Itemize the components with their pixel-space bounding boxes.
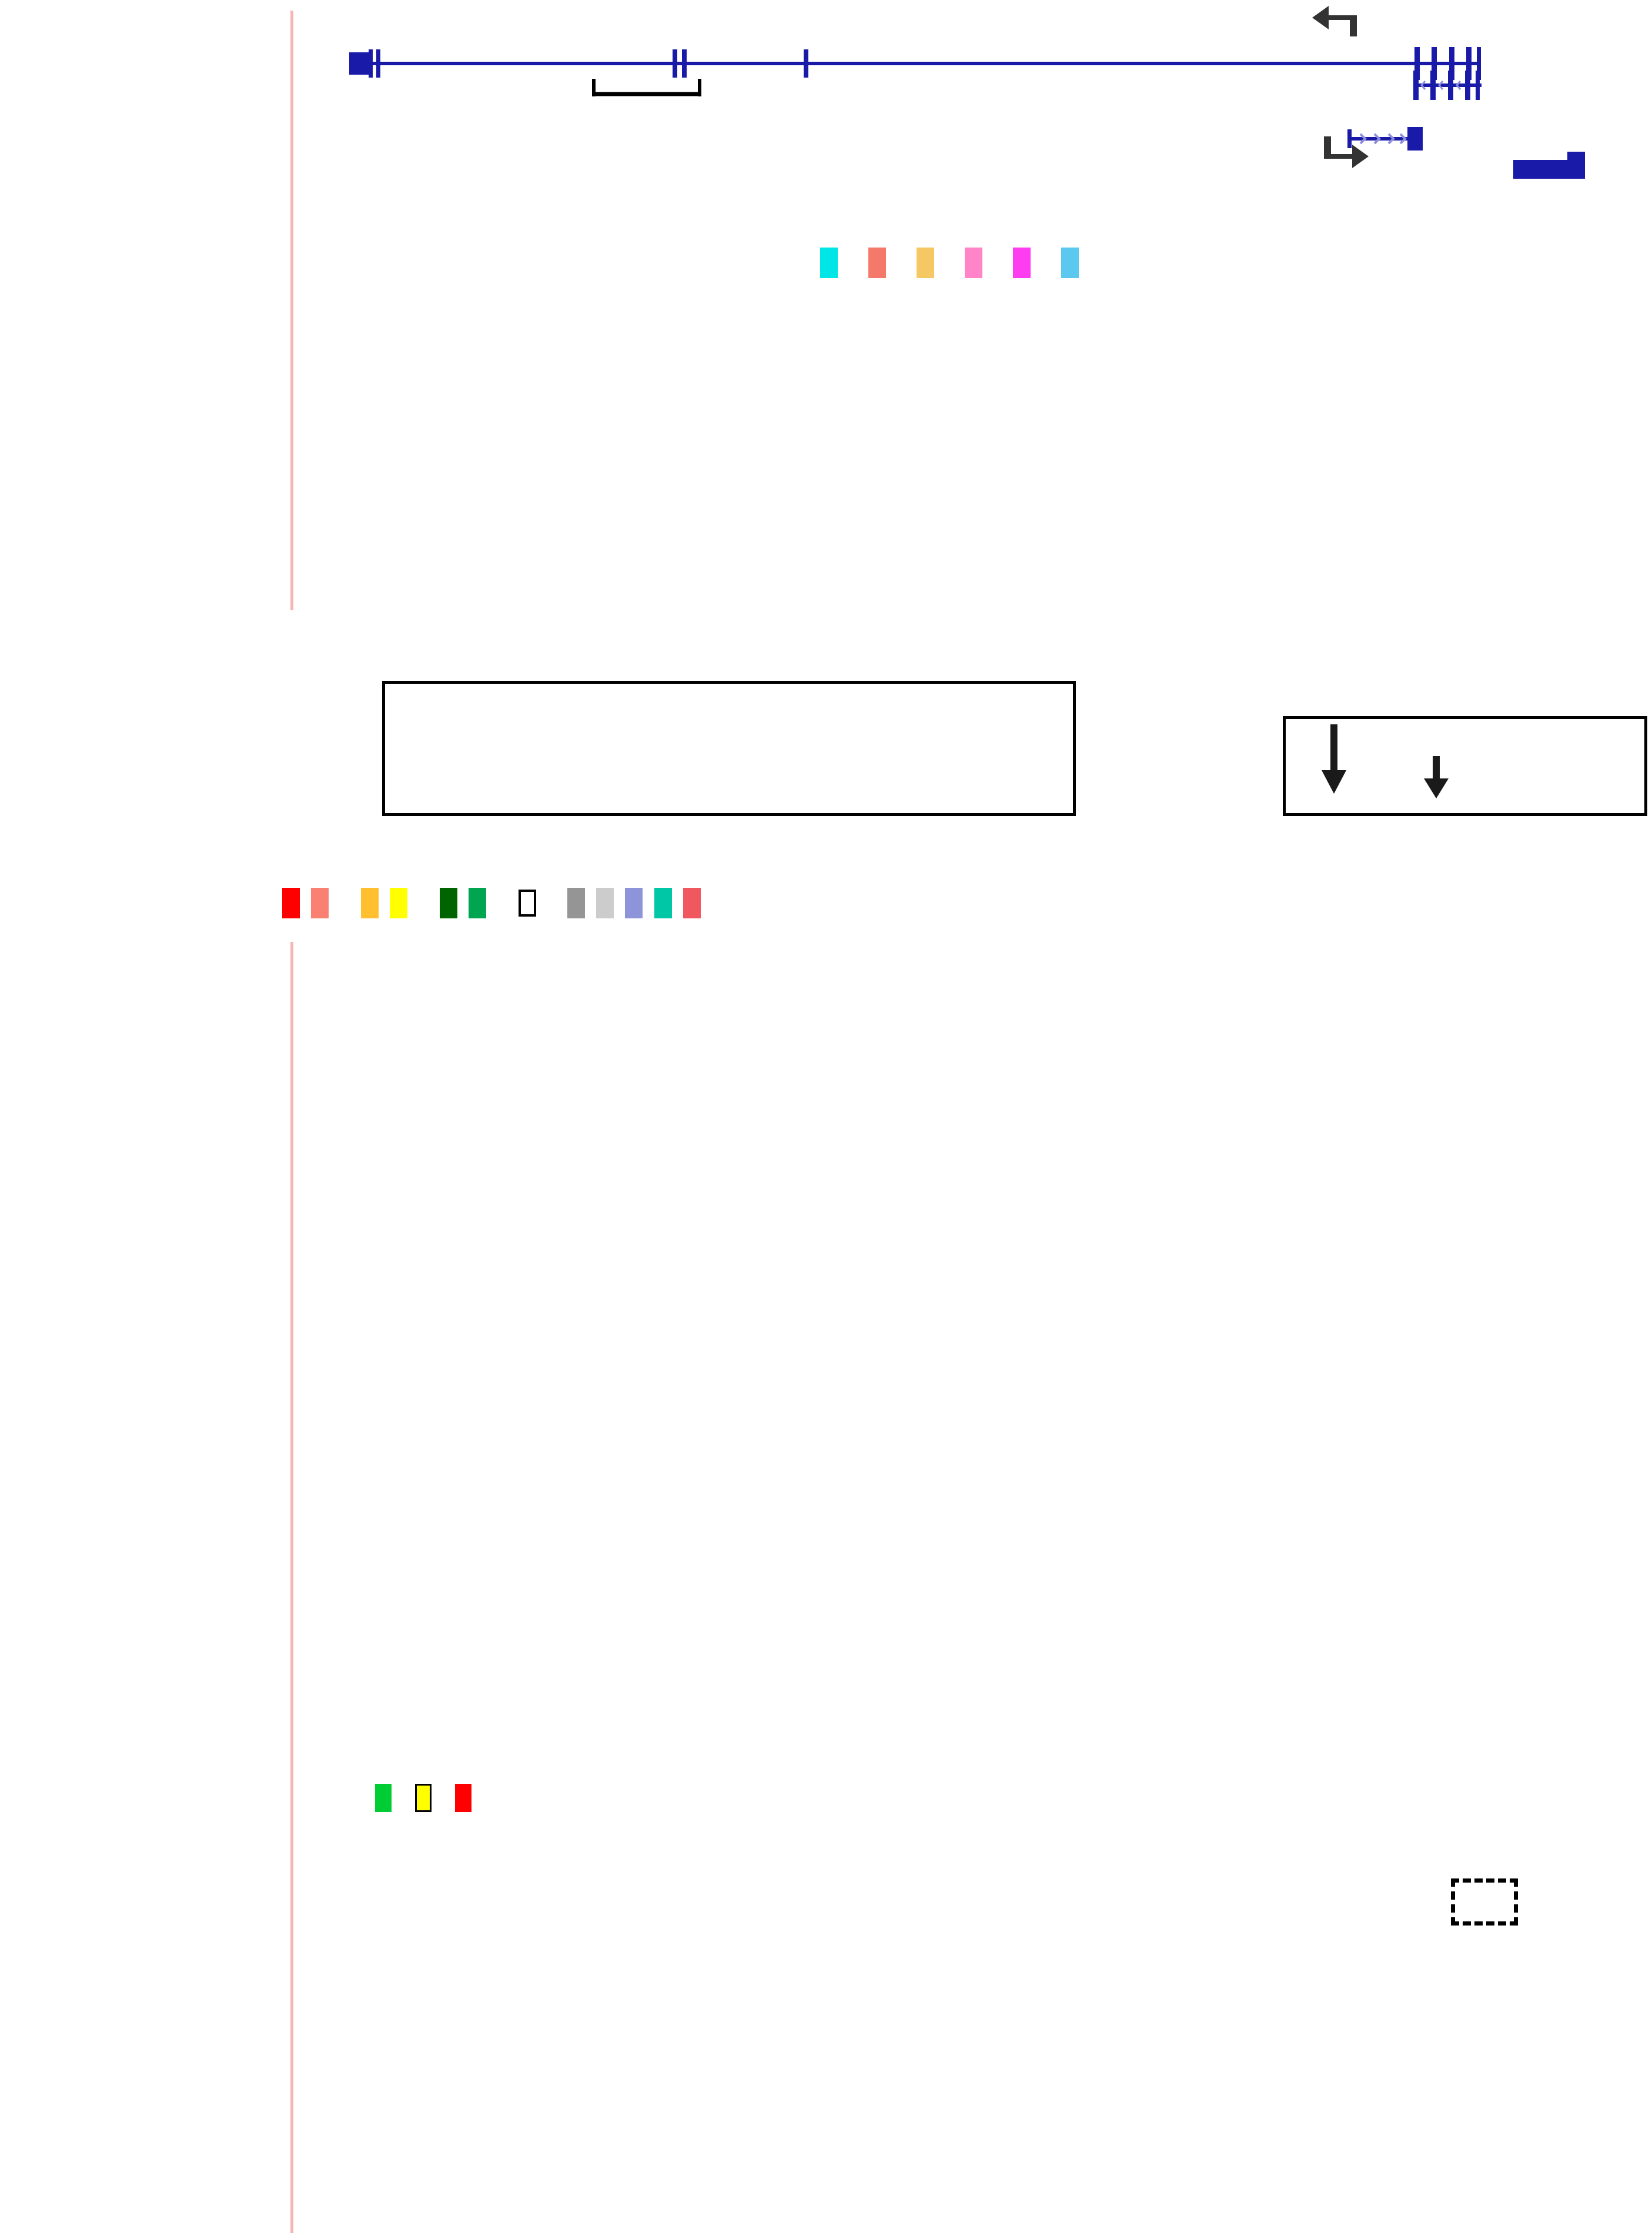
chromatin-legend xyxy=(282,885,714,919)
guide-line-a xyxy=(290,11,293,610)
legend-swatch-myob xyxy=(820,247,838,278)
guide-line-e xyxy=(290,1940,293,2233)
gtex-chart-pax3 xyxy=(382,681,1076,816)
legend-swatch-strprom xyxy=(282,888,300,919)
dnase-track-brain-pfc xyxy=(293,2086,1652,2128)
strand-track-foreskin-fib-minus xyxy=(290,386,1652,413)
dnase-track-cerebellum xyxy=(293,1975,1652,2021)
dnase-track-hmec xyxy=(293,2134,1652,2180)
legend-swatch-txn1 xyxy=(440,888,458,919)
guide-line-c xyxy=(290,1182,293,1881)
wgbs-lowmeth-bars-esc xyxy=(293,1756,1652,1769)
gene-model-loc122319436 xyxy=(1513,152,1585,179)
chromatin-track-foreskin-fib xyxy=(293,1027,1652,1054)
wgbs-track-cerebellum-neuron xyxy=(293,1396,1652,1438)
gtex-chart-ccdc140 xyxy=(1283,716,1647,816)
legend-swatch-nhlf xyxy=(965,247,983,278)
wgbs-lowmeth-bars-skm xyxy=(293,1597,1652,1610)
rrbs-title xyxy=(370,1776,475,1815)
wgbs-lowmeth-bars-brain-pfc xyxy=(293,1650,1652,1663)
gtex-arrow-cerebellum-icon xyxy=(1322,724,1346,794)
legend-swatch-repr5 xyxy=(683,888,701,919)
legend-swatch-repr2 xyxy=(596,888,614,919)
wgbs-track-hmec xyxy=(293,1666,1652,1703)
hypermeth-track-skm xyxy=(293,1239,1652,1258)
legend-swatch-esc xyxy=(917,247,935,278)
cpg-islands-track xyxy=(293,1304,1652,1323)
wgbs-lowmeth-bars-cerebellum-neuron xyxy=(293,1439,1652,1455)
wgbs-lowmeth-bars-hmec xyxy=(293,1703,1652,1716)
overlay-legend xyxy=(820,242,1097,279)
gene-model-isoform2 xyxy=(1413,71,1482,100)
legend-swatch-repr1 xyxy=(567,888,585,919)
myod-sites-track xyxy=(293,2188,1652,2227)
legend-swatch-strenh xyxy=(361,888,379,919)
legend-swatch-rrbs-100 xyxy=(455,1783,472,1812)
wgbs-lowmeth-bars-foreskin-fib xyxy=(293,1544,1652,1557)
gtex-arrow-salivary-icon xyxy=(1424,756,1449,798)
rrbs-track-myoblast xyxy=(293,1811,1652,1834)
chromatin-track-myotube xyxy=(293,972,1652,999)
strand-track-cerebellum-plus xyxy=(290,533,1652,560)
strand-track-skm-minus xyxy=(290,502,1652,529)
chromatin-track-myoblast xyxy=(293,944,1652,971)
rrbs-highlight-box xyxy=(1451,1878,1518,1926)
wgbs-track-brain-pfc xyxy=(293,1613,1652,1650)
legend-swatch-nhek xyxy=(1013,247,1031,278)
rrbs-track-skin-fib xyxy=(293,1837,1652,1861)
wgbs-lowmeth-bars-myoblast xyxy=(293,1492,1652,1505)
chromatin-track-esc xyxy=(293,1138,1652,1165)
rrbs-track-melanocyte xyxy=(293,1890,1652,1914)
legend-swatch-huvec xyxy=(1061,247,1079,278)
strand-track-skm-plus xyxy=(290,561,1652,588)
chromatin-track-hmec xyxy=(293,1110,1652,1137)
tss-arrow-left-icon xyxy=(1312,6,1357,36)
legend-swatch-repr4 xyxy=(654,888,672,919)
wgbs-track-foreskin-fib xyxy=(293,1507,1652,1544)
wgbs-track-myoblast xyxy=(293,1456,1652,1492)
legend-swatch-wkenh xyxy=(390,888,408,919)
legend-swatch-repr3 xyxy=(625,888,643,919)
legend-swatch-lcl xyxy=(868,247,887,278)
legend-swatch-txn2 xyxy=(469,888,487,919)
rrbs-track-hmec xyxy=(293,1864,1652,1887)
wgbs-track-skm xyxy=(293,1560,1652,1597)
legend-swatch-rrbs-50 xyxy=(415,1783,432,1812)
strand-track-cerebellim-minus xyxy=(290,474,1652,501)
guide-line-b xyxy=(290,942,293,1183)
strand-track-myoblast-minus xyxy=(290,414,1652,441)
legend-swatch-rrbs-0 xyxy=(375,1783,392,1812)
chromatin-track-brain-pfc xyxy=(293,1082,1652,1109)
hypermeth-track-myob xyxy=(293,1272,1652,1291)
overlay-rnaseq-track xyxy=(290,293,1652,328)
gene-model-track xyxy=(349,47,1481,80)
chromatin-track-foreskin-melanoc xyxy=(293,999,1652,1027)
scale-bar xyxy=(592,79,701,96)
legend-swatch-lowsignal xyxy=(519,890,537,917)
tss-arrow-right-icon xyxy=(1324,136,1369,168)
dnase-track-myoblast xyxy=(293,2027,1652,2078)
gene-model-ccdc140 xyxy=(1347,127,1423,151)
legend-swatch-wkprom xyxy=(311,888,329,919)
chromatin-track-skm xyxy=(293,1055,1652,1082)
wgbs-track-esc xyxy=(293,1719,1652,1756)
